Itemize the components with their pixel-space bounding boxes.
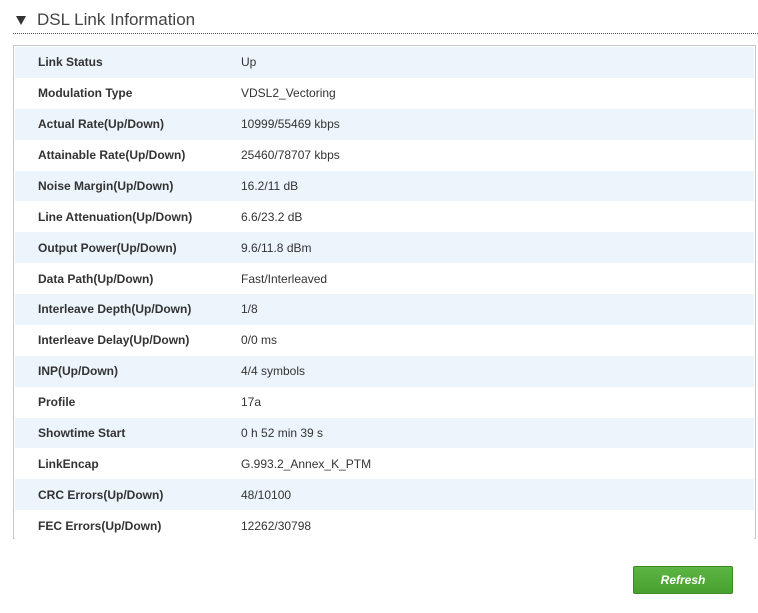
- row-label: Modulation Type: [38, 86, 133, 101]
- row-label: Interleave Depth(Up/Down): [38, 302, 192, 317]
- row-label: INP(Up/Down): [38, 364, 118, 379]
- table-row: Showtime Start 0 h 52 min 39 s: [15, 417, 754, 449]
- row-value: G.993.2_Annex_K_PTM: [241, 456, 372, 471]
- dsl-info-table: Link Status Up Modulation Type VDSL2_Vec…: [13, 45, 756, 541]
- table-row: Profile 17a: [15, 386, 754, 418]
- row-value: VDSL2_Vectoring: [241, 86, 336, 101]
- row-value: 48/10100: [241, 487, 292, 502]
- row-label: Interleave Delay(Up/Down): [38, 333, 190, 348]
- row-value: 6.6/23.2 dB: [241, 209, 303, 224]
- row-label: Noise Margin(Up/Down): [38, 178, 174, 193]
- row-label: Actual Rate(Up/Down): [38, 117, 164, 132]
- row-label: Profile: [38, 395, 76, 410]
- row-value: 1/8: [241, 302, 258, 317]
- row-label: Line Attenuation(Up/Down): [38, 209, 193, 224]
- row-label: Output Power(Up/Down): [38, 240, 177, 255]
- row-label: CRC Errors(Up/Down): [38, 487, 164, 502]
- section-divider: [13, 33, 758, 34]
- row-label: LinkEncap: [38, 456, 99, 471]
- row-value: 10999/55469 kbps: [241, 117, 340, 132]
- row-value: 4/4 symbols: [241, 364, 306, 379]
- row-value: Fast/Interleaved: [241, 271, 328, 286]
- table-row: Interleave Depth(Up/Down) 1/8: [15, 294, 754, 325]
- row-value: 12262/30798: [241, 518, 312, 533]
- table-row: LinkEncap G.993.2_Annex_K_PTM: [15, 448, 754, 480]
- row-value: 25460/78707 kbps: [241, 148, 340, 163]
- section-title: DSL Link Information: [37, 9, 196, 29]
- table-row: Actual Rate(Up/Down) 10999/55469 kbps: [15, 108, 754, 140]
- row-label: Attainable Rate(Up/Down): [38, 148, 186, 163]
- table-row: CRC Errors(Up/Down) 48/10100: [15, 479, 754, 511]
- row-value: 0/0 ms: [241, 333, 278, 348]
- row-value: 16.2/11 dB: [241, 178, 299, 193]
- row-label: Link Status: [38, 55, 103, 70]
- table-row: Modulation Type VDSL2_Vectoring: [15, 77, 754, 109]
- row-label: FEC Errors(Up/Down): [38, 518, 162, 533]
- table-row: FEC Errors(Up/Down) 12262/30798: [15, 510, 754, 541]
- table-row: Attainable Rate(Up/Down) 25460/78707 kbp…: [15, 139, 754, 171]
- table-row: Line Attenuation(Up/Down) 6.6/23.2 dB: [15, 201, 754, 233]
- table-row: Data Path(Up/Down) Fast/Interleaved: [15, 263, 754, 294]
- table-row: Interleave Delay(Up/Down) 0/0 ms: [15, 324, 754, 356]
- table-row: Output Power(Up/Down) 9.6/11.8 dBm: [15, 232, 754, 264]
- row-label: Data Path(Up/Down): [38, 271, 154, 286]
- refresh-button[interactable]: Refresh: [633, 566, 733, 594]
- row-value: 17a: [241, 395, 262, 410]
- triangle-down-icon[interactable]: [15, 13, 27, 25]
- row-value: 9.6/11.8 dBm: [241, 240, 312, 255]
- table-row: Link Status Up: [15, 47, 754, 78]
- row-label: Showtime Start: [38, 425, 126, 440]
- row-value: Up: [241, 55, 257, 70]
- row-value: 0 h 52 min 39 s: [241, 425, 324, 440]
- table-row: INP(Up/Down) 4/4 symbols: [15, 355, 754, 387]
- table-row: Noise Margin(Up/Down) 16.2/11 dB: [15, 170, 754, 202]
- section-header[interactable]: DSL Link Information: [14, 4, 758, 34]
